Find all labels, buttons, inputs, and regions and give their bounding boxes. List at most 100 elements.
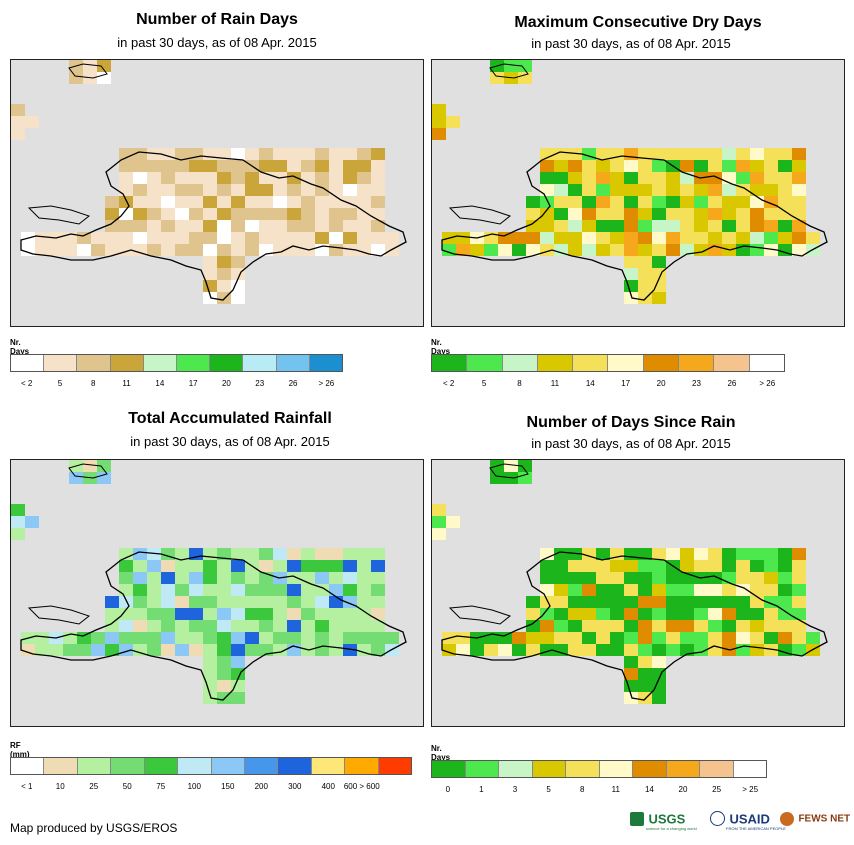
grid-cell — [343, 184, 357, 196]
grid-cell — [540, 584, 554, 596]
grid-cell — [526, 608, 540, 620]
grid-cell — [596, 160, 610, 172]
grid-cell — [343, 572, 357, 584]
grid-cell — [680, 560, 694, 572]
legend-tick-label: 23 — [692, 379, 701, 388]
grid-cell — [490, 472, 504, 484]
grid-cell — [91, 632, 105, 644]
grid-cell — [217, 208, 231, 220]
grid-cell — [554, 148, 568, 160]
grid-cell — [371, 184, 385, 196]
grid-cell — [147, 632, 161, 644]
grid-cell — [610, 584, 624, 596]
grid-cell — [119, 548, 133, 560]
grid-cell — [582, 572, 596, 584]
grid-cell — [133, 584, 147, 596]
grid-cell — [175, 196, 189, 208]
grid-cell — [582, 208, 596, 220]
grid-cell — [329, 644, 343, 656]
legend-tick-label: 10 — [55, 782, 65, 791]
grid-cell — [133, 596, 147, 608]
map-total-rainfall — [10, 459, 424, 727]
grid-cell — [231, 656, 245, 668]
grid-cell — [750, 232, 764, 244]
grid-cell — [329, 184, 343, 196]
grid-cell — [273, 184, 287, 196]
grid-cell — [259, 620, 273, 632]
grid-cell — [792, 220, 806, 232]
grid-cell — [540, 572, 554, 584]
legend-tick-label: 11 — [611, 785, 620, 794]
grid-cell — [638, 160, 652, 172]
grid-cell — [217, 148, 231, 160]
grid-cell — [778, 620, 792, 632]
grid-cell — [357, 220, 371, 232]
grid-cell — [385, 632, 399, 644]
grid-cell — [287, 160, 301, 172]
grid-cell — [736, 196, 750, 208]
grid-cell — [596, 632, 610, 644]
grid-cell — [25, 516, 39, 528]
grid-cell — [175, 596, 189, 608]
grid-cell — [484, 644, 498, 656]
grid-cell — [203, 596, 217, 608]
grid-cell — [217, 656, 231, 668]
grid-cell — [540, 172, 554, 184]
grid-cell — [161, 560, 175, 572]
grid-cell — [792, 160, 806, 172]
grid-cell — [582, 584, 596, 596]
grid-cell — [147, 572, 161, 584]
grid-cell — [231, 548, 245, 560]
legend-tick-label: 600 > 600 — [343, 782, 380, 791]
grid-cell — [329, 220, 343, 232]
grid-cell — [708, 220, 722, 232]
grid-cell — [11, 116, 25, 128]
grid-cell — [708, 232, 722, 244]
grid-cell — [315, 160, 329, 172]
grid-cell — [301, 560, 315, 572]
grid-cell — [526, 208, 540, 220]
grid-cell — [203, 280, 217, 292]
grid-cell — [301, 208, 315, 220]
grid-cell — [91, 644, 105, 656]
grid-cell — [694, 620, 708, 632]
grid-cell — [343, 244, 357, 256]
grid-cell — [63, 644, 77, 656]
grid-cell — [666, 172, 680, 184]
grid-cell — [147, 220, 161, 232]
legend-tick-label: 5 — [481, 379, 487, 388]
grid-cell — [708, 596, 722, 608]
grid-cell — [147, 620, 161, 632]
grid-cell — [610, 208, 624, 220]
grid-cell — [582, 196, 596, 208]
grid-cell — [231, 256, 245, 268]
grid-cell — [105, 232, 119, 244]
grid-cell — [217, 184, 231, 196]
grid-cell — [554, 644, 568, 656]
grid-cell — [147, 184, 161, 196]
grid-cell — [11, 516, 25, 528]
grid-cell — [652, 680, 666, 692]
grid-cell — [97, 72, 111, 84]
legend-swatch — [109, 355, 143, 371]
grid-cell — [624, 268, 638, 280]
grid-cell — [666, 244, 680, 256]
grid-cell — [329, 160, 343, 172]
grid-cell — [119, 220, 133, 232]
legend-tick-label: 75 — [156, 782, 166, 791]
map-grid — [432, 460, 828, 704]
grid-cell — [470, 644, 484, 656]
grid-cell — [287, 560, 301, 572]
grid-cell — [484, 244, 498, 256]
grid-cell — [35, 232, 49, 244]
grid-cell — [666, 644, 680, 656]
grid-cell — [652, 620, 666, 632]
grid-cell — [203, 220, 217, 232]
grid-cell — [652, 692, 666, 704]
grid-cell — [554, 232, 568, 244]
grid-cell — [287, 208, 301, 220]
grid-cell — [119, 196, 133, 208]
legend-tick-label: 20 — [221, 379, 231, 388]
grid-cell — [638, 668, 652, 680]
grid-cell — [119, 560, 133, 572]
